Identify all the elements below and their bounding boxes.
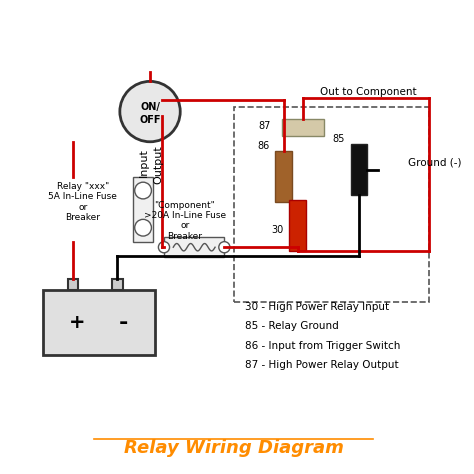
Bar [351,144,367,195]
Text: Relay "xxx"
5A In-Line Fuse
or
Breaker: Relay "xxx" 5A In-Line Fuse or Breaker [48,182,117,222]
Bar [290,200,306,251]
Text: 86: 86 [258,141,270,151]
Bar [164,237,224,257]
Text: -: - [119,313,128,333]
Circle shape [135,182,151,199]
Text: 30 - High Power Relay Input: 30 - High Power Relay Input [245,301,390,312]
Text: 30: 30 [272,225,284,235]
Bar [234,107,429,302]
Text: Relay Wiring Diagram: Relay Wiring Diagram [124,439,344,457]
Bar [68,279,78,291]
Bar [43,291,155,356]
Circle shape [120,82,180,142]
Circle shape [219,242,230,253]
Text: 87: 87 [258,120,271,130]
Text: 87 - High Power Relay Output: 87 - High Power Relay Output [245,360,399,370]
Circle shape [158,242,170,253]
Bar [112,279,123,291]
Bar [275,151,292,202]
Bar [283,119,324,136]
Text: Output: Output [154,146,164,184]
Text: OFF: OFF [139,115,161,125]
Text: Ground (-): Ground (-) [408,158,461,168]
Text: Input: Input [139,148,149,177]
Text: Out to Component: Out to Component [319,87,416,97]
Bar [133,177,153,242]
Text: 85: 85 [333,135,345,145]
Text: ON/: ON/ [140,102,160,112]
Circle shape [135,219,151,236]
Text: 85 - Relay Ground: 85 - Relay Ground [245,321,339,331]
Text: +: + [68,313,85,332]
Text: 86 - Input from Trigger Switch: 86 - Input from Trigger Switch [245,341,401,351]
Text: "Component"
>20A In-Line Fuse
or
Breaker: "Component" >20A In-Line Fuse or Breaker [144,201,226,241]
